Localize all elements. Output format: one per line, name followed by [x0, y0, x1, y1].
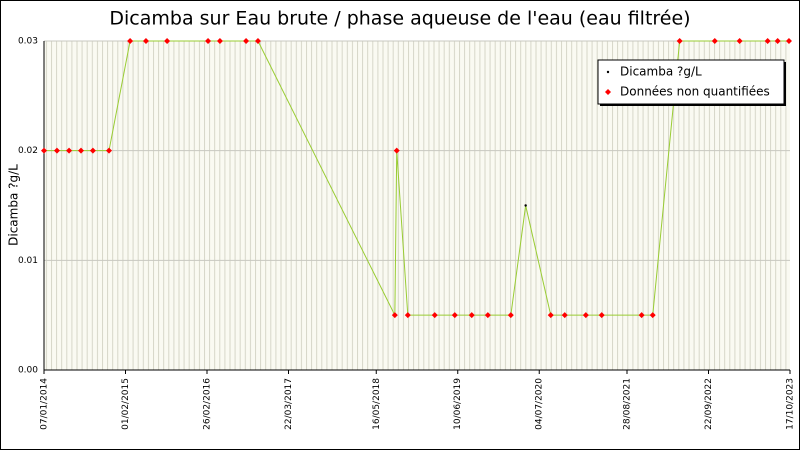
- point: [41, 147, 47, 154]
- point: [77, 147, 84, 154]
- x-tick-label: 28/08/2021: [623, 378, 633, 430]
- x-tick-label: 22/03/2017: [284, 378, 294, 430]
- x-tick-label: 01/02/2015: [121, 378, 131, 430]
- point: [164, 38, 171, 44]
- point: [127, 38, 134, 44]
- x-tick-label: 17/10/2023: [786, 378, 796, 430]
- y-tick-label: 0.00: [18, 366, 38, 376]
- x-tick-label: 22/09/2022: [704, 378, 714, 430]
- x-tick-label: 07/01/2014: [40, 378, 50, 430]
- point: [736, 38, 743, 44]
- point: [431, 312, 438, 319]
- point: [254, 38, 261, 44]
- point: [243, 38, 250, 44]
- legend-marker: [606, 70, 610, 74]
- point: [547, 312, 554, 319]
- x-tick-label: 26/02/2016: [202, 378, 212, 430]
- x-tick-label: 04/07/2020: [535, 378, 545, 430]
- point: [582, 312, 589, 319]
- y-tick-label: 0.02: [18, 146, 38, 156]
- point: [391, 312, 398, 319]
- point: [404, 312, 411, 319]
- point: [468, 312, 475, 319]
- point: [89, 147, 96, 154]
- series-line: [44, 40, 789, 316]
- point: [393, 147, 400, 154]
- chart-title: Dicamba sur Eau brute / phase aqueuse de…: [109, 8, 690, 30]
- point: [105, 147, 112, 154]
- legend-label: Données non quantifiées: [620, 85, 770, 99]
- point: [598, 312, 605, 319]
- point: [53, 147, 60, 154]
- point: [507, 312, 514, 319]
- point: [649, 312, 656, 319]
- point: [205, 38, 212, 44]
- x-tick-label: 16/05/2018: [372, 378, 382, 430]
- point: [764, 38, 771, 44]
- point: [785, 38, 792, 44]
- point: [142, 38, 149, 44]
- point: [451, 312, 458, 319]
- point: [484, 312, 491, 319]
- x-tick-label: 10/06/2019: [453, 378, 463, 430]
- point: [711, 38, 718, 44]
- legend-label: Dicamba ?g/L: [620, 65, 702, 79]
- point: [66, 147, 73, 154]
- point: [524, 204, 527, 207]
- point: [774, 38, 781, 44]
- legend: [597, 59, 785, 105]
- y-axis-label: Dicamba ?g/L: [7, 164, 21, 246]
- y-tick-label: 0.01: [18, 256, 38, 266]
- y-tick-label: 0.03: [18, 37, 38, 47]
- point: [638, 312, 645, 319]
- point: [561, 312, 568, 319]
- point: [676, 38, 683, 44]
- legend-marker: [605, 89, 611, 95]
- point: [216, 38, 223, 44]
